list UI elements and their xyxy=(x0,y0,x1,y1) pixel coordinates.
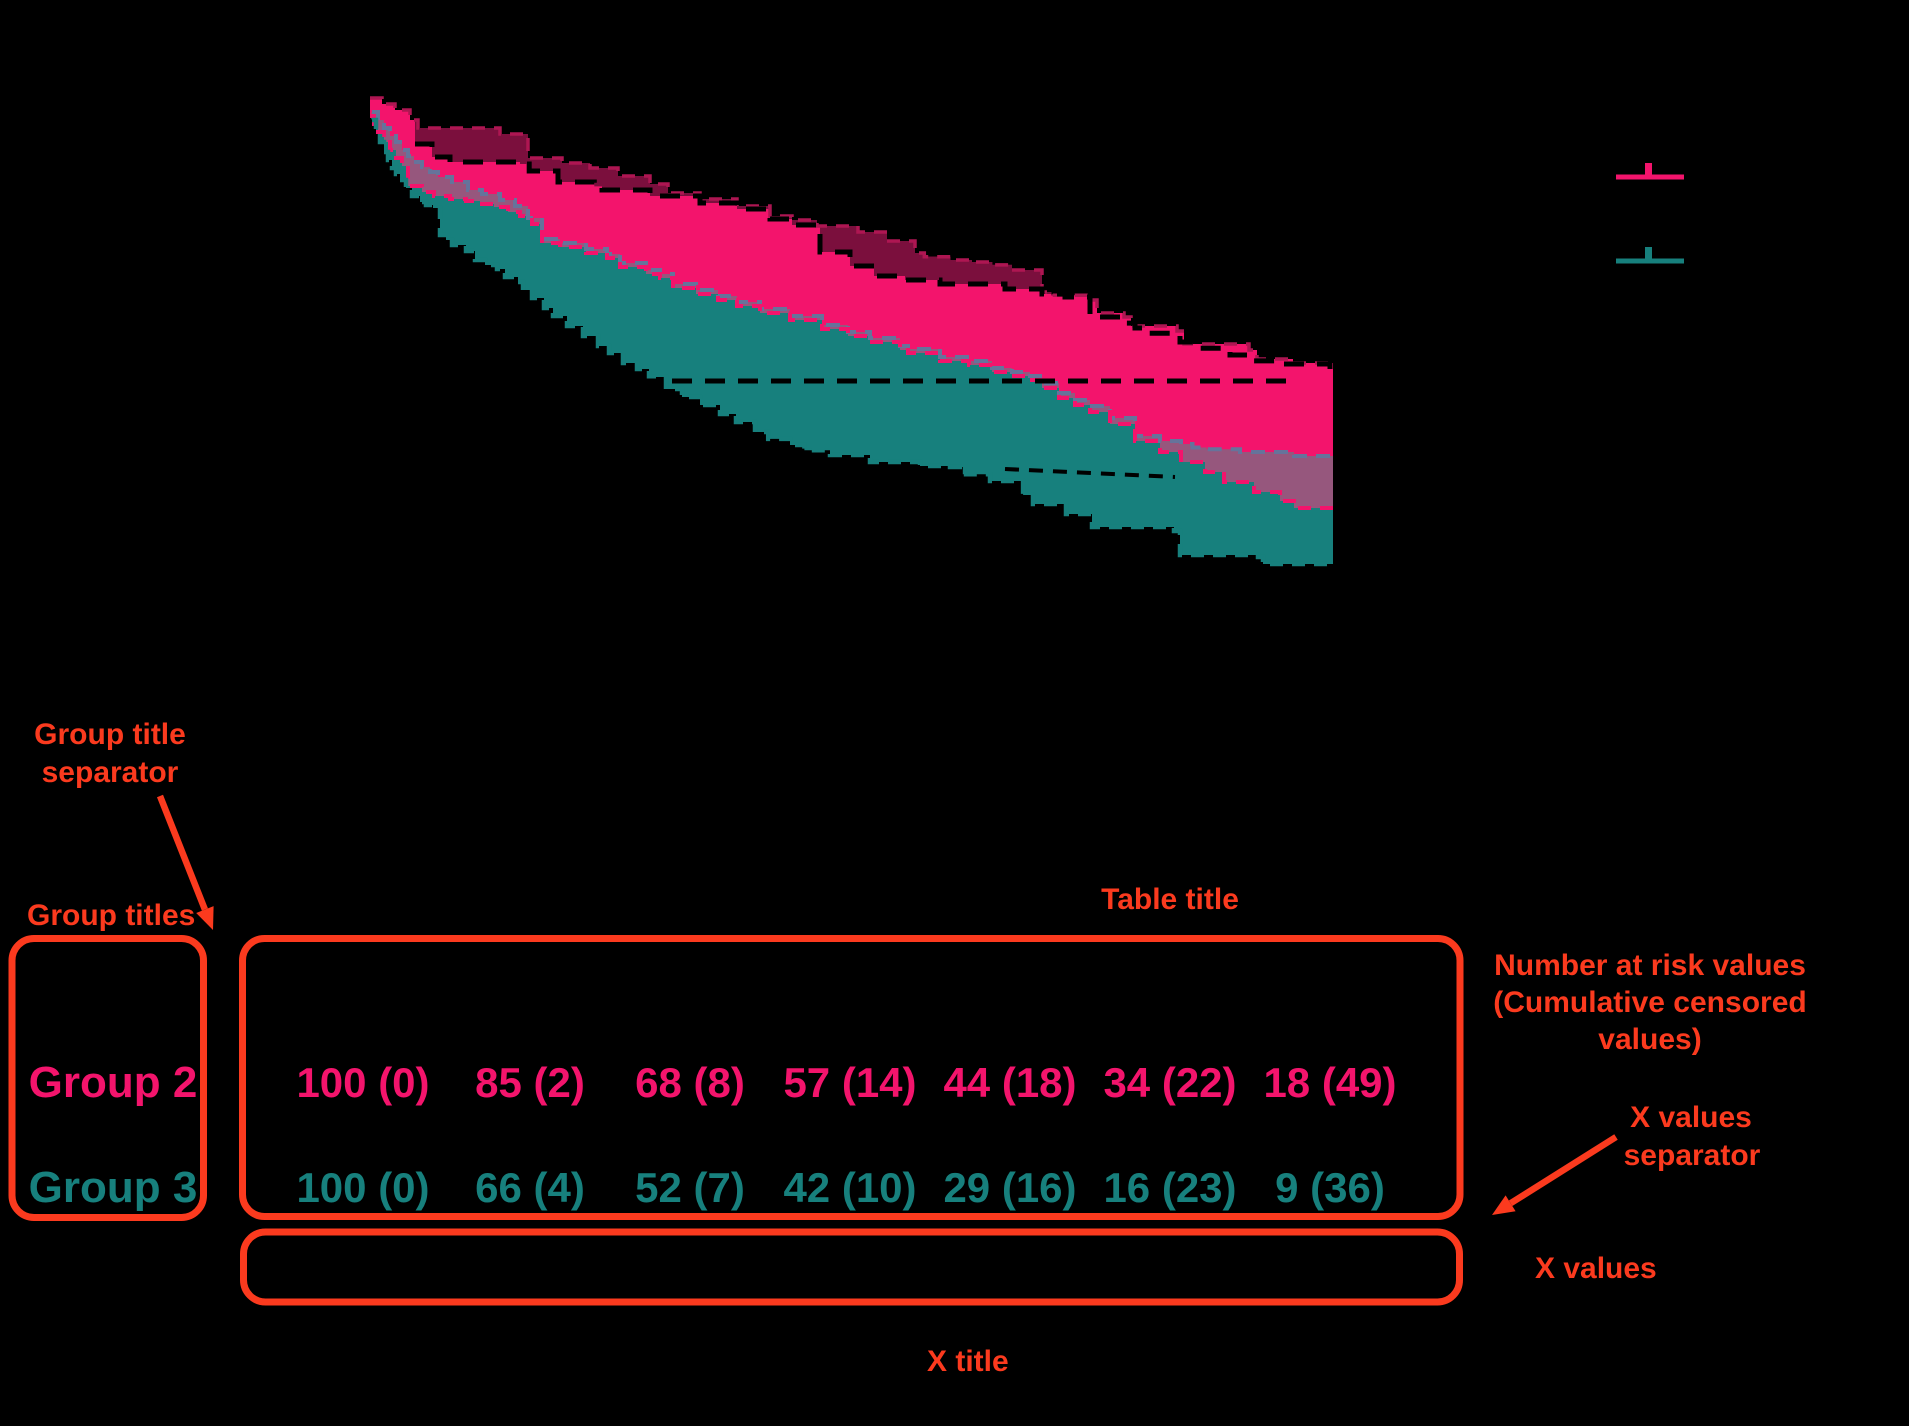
svg-text:Table title: Table title xyxy=(1101,883,1239,916)
svg-text:52 (7): 52 (7) xyxy=(635,1164,745,1211)
svg-text:66 (4): 66 (4) xyxy=(475,1164,585,1211)
svg-text:34 (22): 34 (22) xyxy=(1103,1059,1236,1106)
svg-text:18 (49): 18 (49) xyxy=(1263,1059,1396,1106)
svg-text:Number at risk values: Number at risk values xyxy=(1494,949,1806,982)
svg-text:Group 3: Group 3 xyxy=(29,1163,198,1212)
svg-text:57 (14): 57 (14) xyxy=(783,1059,916,1106)
svg-text:29 (16): 29 (16) xyxy=(943,1164,1076,1211)
svg-text:68 (8): 68 (8) xyxy=(635,1059,745,1106)
svg-text:X values: X values xyxy=(1535,1252,1657,1285)
svg-text:9 (36): 9 (36) xyxy=(1275,1164,1385,1211)
svg-text:42 (10): 42 (10) xyxy=(783,1164,916,1211)
svg-text:separator: separator xyxy=(42,756,179,789)
svg-text:X values: X values xyxy=(1630,1101,1752,1134)
svg-text:Group 2: Group 2 xyxy=(29,1058,198,1107)
svg-text:(Cumulative censored: (Cumulative censored xyxy=(1493,986,1806,1019)
svg-text:100 (0): 100 (0) xyxy=(296,1164,429,1211)
svg-text:85 (2): 85 (2) xyxy=(475,1059,585,1106)
svg-text:X title: X title xyxy=(927,1345,1009,1378)
svg-text:44 (18): 44 (18) xyxy=(943,1059,1076,1106)
svg-text:Group titles: Group titles xyxy=(27,899,195,932)
svg-text:separator: separator xyxy=(1624,1139,1761,1172)
svg-text:Group title: Group title xyxy=(34,718,186,751)
svg-text:100 (0): 100 (0) xyxy=(296,1059,429,1106)
svg-text:16 (23): 16 (23) xyxy=(1103,1164,1236,1211)
svg-text:values): values) xyxy=(1598,1023,1701,1056)
